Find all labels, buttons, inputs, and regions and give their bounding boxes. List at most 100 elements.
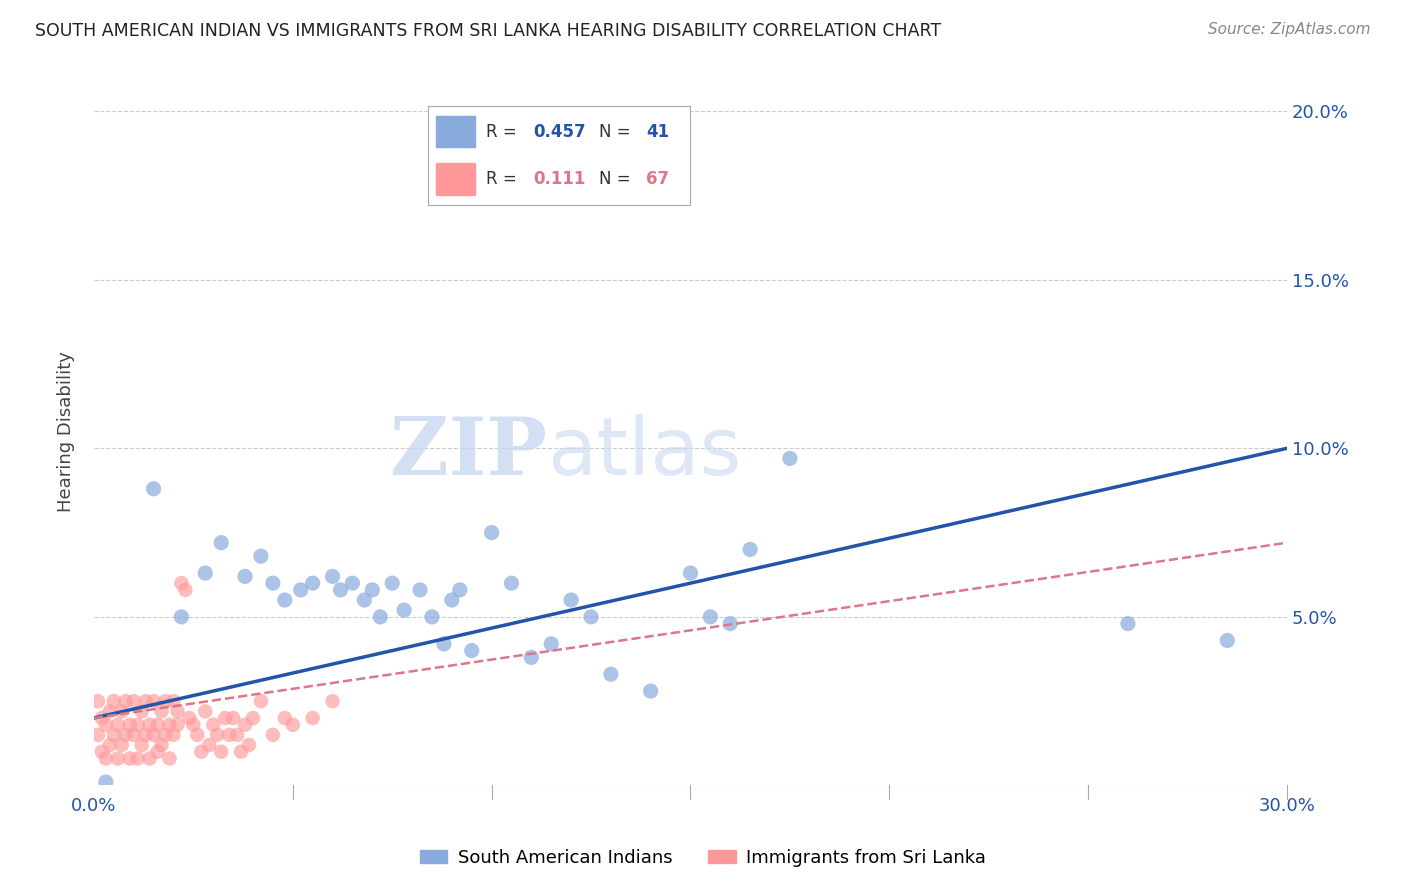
Point (368, 610, 391, 624)
Point (342, 576, 364, 591)
Point (159, 718, 181, 732)
Point (94, 718, 117, 732)
Point (159, 751, 181, 765)
Legend: South American Indians, Immigrants from Sri Lanka: South American Indians, Immigrants from … (412, 842, 994, 874)
Point (440, 593, 463, 607)
Y-axis label: Hearing Disability: Hearing Disability (58, 351, 75, 512)
Point (560, 593, 582, 607)
Point (111, 738, 134, 752)
Point (361, 582, 384, 597)
Point (94, 775, 117, 789)
Point (155, 728, 177, 742)
Point (250, 694, 273, 708)
Point (242, 711, 264, 725)
Point (198, 738, 221, 752)
Point (322, 569, 344, 583)
Point (103, 694, 125, 708)
Point (540, 637, 562, 651)
Point (392, 603, 415, 617)
Point (114, 694, 136, 708)
Point (135, 694, 157, 708)
Point (190, 745, 212, 759)
Point (381, 576, 404, 591)
Point (127, 718, 149, 732)
Point (114, 728, 136, 742)
Point (699, 610, 721, 624)
Point (122, 728, 145, 742)
Point (146, 718, 169, 732)
Point (226, 728, 249, 742)
Point (194, 704, 217, 718)
Point (600, 667, 623, 681)
Point (205, 728, 228, 742)
Point (142, 482, 165, 496)
Point (329, 582, 352, 597)
Point (520, 650, 543, 665)
Point (138, 751, 160, 765)
Point (142, 728, 165, 742)
Text: SOUTH AMERICAN INDIAN VS IMMIGRANTS FROM SRI LANKA HEARING DISABILITY CORRELATIO: SOUTH AMERICAN INDIAN VS IMMIGRANTS FROM… (35, 22, 941, 40)
Point (170, 576, 193, 591)
Point (229, 745, 252, 759)
Point (90, 711, 112, 725)
Point (420, 610, 443, 624)
Point (107, 718, 129, 732)
Point (202, 718, 225, 732)
Point (290, 582, 312, 597)
Point (131, 738, 153, 752)
Point (209, 745, 232, 759)
Point (155, 694, 177, 708)
Text: Source: ZipAtlas.com: Source: ZipAtlas.com (1208, 22, 1371, 37)
Point (322, 694, 344, 708)
Point (274, 593, 297, 607)
Point (166, 704, 188, 718)
Point (162, 694, 184, 708)
Point (262, 728, 284, 742)
Point (449, 582, 471, 597)
Point (353, 593, 375, 607)
Point (301, 711, 323, 725)
Point (1116, 616, 1139, 631)
Point (209, 535, 232, 549)
Point (174, 582, 197, 597)
Text: atlas: atlas (547, 414, 741, 491)
Point (150, 738, 173, 752)
Point (560, 182, 582, 196)
Point (461, 643, 484, 657)
Point (640, 684, 662, 698)
Point (738, 542, 761, 557)
Point (250, 549, 273, 564)
Point (433, 637, 456, 651)
Point (1216, 633, 1239, 648)
Point (170, 610, 193, 624)
Point (118, 751, 141, 765)
Point (214, 711, 236, 725)
Point (718, 616, 741, 631)
Point (501, 576, 523, 591)
Point (87, 728, 110, 742)
Point (194, 566, 217, 580)
Point (90, 745, 112, 759)
Point (146, 745, 169, 759)
Point (679, 566, 702, 580)
Point (94, 751, 117, 765)
Point (281, 718, 304, 732)
Point (579, 610, 602, 624)
Point (222, 711, 245, 725)
Point (150, 704, 173, 718)
Point (135, 728, 157, 742)
Point (138, 718, 160, 732)
Point (301, 576, 323, 591)
Point (111, 704, 134, 718)
Point (131, 704, 153, 718)
Point (142, 694, 165, 708)
Point (233, 718, 256, 732)
Point (218, 728, 240, 742)
Text: ZIP: ZIP (391, 414, 547, 491)
Point (779, 451, 801, 466)
Point (409, 582, 432, 597)
Point (118, 718, 141, 732)
Point (98, 738, 121, 752)
Point (179, 711, 201, 725)
Point (481, 525, 503, 540)
